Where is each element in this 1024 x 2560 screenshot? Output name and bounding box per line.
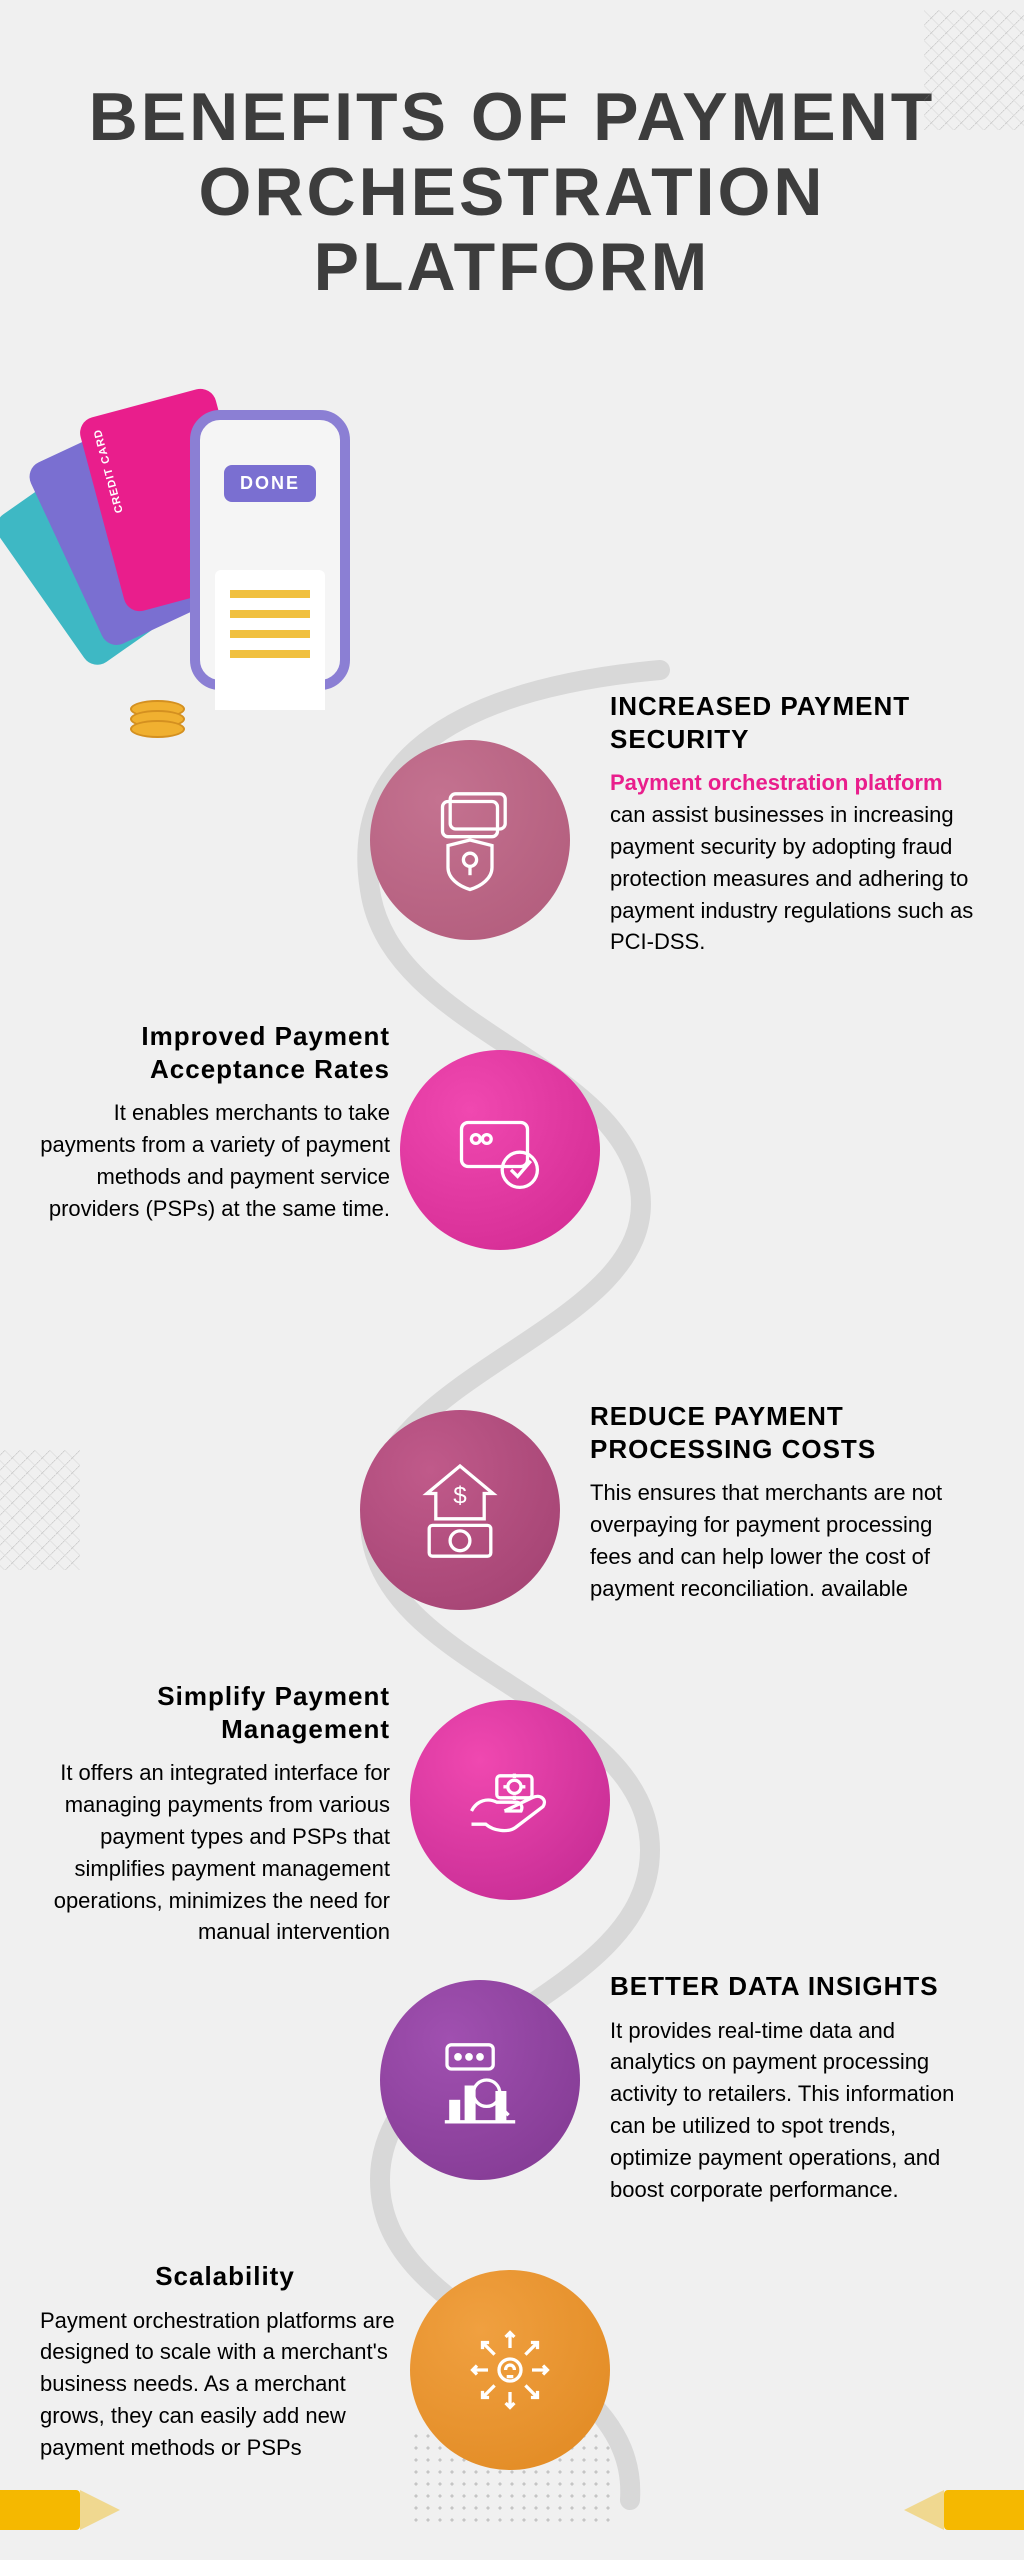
benefit-acceptance: Improved Payment Acceptance Rates It ena… xyxy=(20,1020,390,1225)
benefit-scalability: Scalability Payment orchestration platfo… xyxy=(40,2260,410,2464)
benefit-body: Payment orchestration platform can assis… xyxy=(610,767,980,958)
decoration-grid-middle xyxy=(0,1450,80,1570)
benefit-security: INCREASED PAYMENT SECURITY Payment orche… xyxy=(610,690,980,958)
benefit-management: Simplify Payment Management It offers an… xyxy=(20,1680,390,1948)
svg-text:$: $ xyxy=(453,1482,467,1509)
phone-icon: DONE xyxy=(190,410,350,690)
done-badge: DONE xyxy=(224,465,316,502)
decoration-grid-top xyxy=(924,10,1024,130)
management-icon xyxy=(410,1700,610,1900)
benefit-body: This ensures that merchants are not over… xyxy=(590,1477,960,1605)
coins-icon xyxy=(130,700,185,730)
benefit-body: It provides real-time data and analytics… xyxy=(610,2015,980,2206)
acceptance-icon xyxy=(400,1050,600,1250)
security-icon xyxy=(370,740,570,940)
insights-icon xyxy=(380,1980,580,2180)
benefit-insights: BETTER DATA INSIGHTS It provides real-ti… xyxy=(610,1970,980,2206)
benefit-body: Payment orchestration platforms are desi… xyxy=(40,2305,410,2464)
benefit-title: Simplify Payment Management xyxy=(20,1680,390,1745)
receipt-icon xyxy=(215,570,325,710)
benefit-title: BETTER DATA INSIGHTS xyxy=(610,1970,980,2003)
benefit-body: It enables merchants to take payments fr… xyxy=(20,1097,390,1225)
benefit-title: Improved Payment Acceptance Rates xyxy=(20,1020,390,1085)
benefit-title: Scalability xyxy=(40,2260,410,2293)
benefit-title: REDUCE PAYMENT PROCESSING COSTS xyxy=(590,1400,960,1465)
costs-icon: $ xyxy=(360,1410,560,1610)
benefit-title: INCREASED PAYMENT SECURITY xyxy=(610,690,980,755)
infographic-page: BENEFITS OF PAYMENT ORCHESTRATION PLATFO… xyxy=(0,0,1024,2560)
benefit-body: It offers an integrated interface for ma… xyxy=(20,1757,390,1948)
benefit-costs: REDUCE PAYMENT PROCESSING COSTS This ens… xyxy=(590,1400,960,1605)
scalability-icon xyxy=(410,2270,610,2470)
pencil-right xyxy=(884,2490,1024,2530)
pencil-left xyxy=(0,2490,140,2530)
page-title: BENEFITS OF PAYMENT ORCHESTRATION PLATFO… xyxy=(0,0,1024,344)
